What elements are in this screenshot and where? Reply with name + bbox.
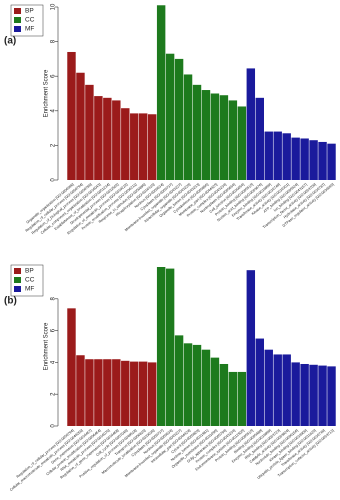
bar: [139, 113, 148, 180]
bar: [147, 362, 157, 426]
legend-label: BP: [25, 8, 34, 15]
bar: [291, 137, 300, 180]
bar: [282, 133, 291, 180]
legend-swatch: [14, 8, 21, 14]
bar: [156, 5, 166, 180]
y-tick-label: 4: [51, 108, 57, 112]
bar: [67, 308, 76, 426]
bar: [67, 51, 76, 181]
legend-label: CC: [25, 17, 35, 24]
legend-swatch: [14, 17, 21, 23]
y-tick-label: 2: [51, 143, 57, 147]
legend-label: CC: [25, 277, 35, 284]
bar: [255, 97, 264, 180]
bar: [201, 349, 211, 426]
legend-label: MF: [25, 26, 34, 33]
y-axis-label: Enrichment Score: [44, 322, 50, 370]
bar: [174, 335, 184, 426]
bar: [192, 344, 202, 426]
bar: [121, 360, 130, 426]
y-axis-label: Enrichment Score: [44, 69, 50, 117]
bar: [291, 362, 300, 426]
bar: [130, 113, 139, 180]
bar: [130, 361, 139, 426]
y-tick-label: 8: [51, 296, 57, 300]
legend-label: MF: [25, 286, 34, 293]
y-tick-label: 6: [51, 74, 57, 78]
bar: [219, 363, 229, 426]
bar: [165, 268, 175, 426]
bar: [94, 96, 103, 180]
bar: [300, 138, 309, 180]
bar: [237, 106, 247, 180]
bar: [183, 74, 193, 180]
legend-swatch: [14, 286, 21, 292]
legend-label: BP: [25, 268, 34, 275]
bar: [327, 366, 336, 426]
bar: [318, 365, 327, 426]
bar: [264, 131, 273, 180]
bar: [165, 53, 175, 180]
bar: [85, 84, 94, 180]
bar: [300, 363, 309, 426]
panel-label: (a): [4, 36, 16, 47]
y-tick-label: 8: [51, 39, 57, 43]
y-tick-label: 0: [51, 178, 57, 182]
panel-label: (b): [4, 296, 17, 307]
legend-box: [10, 264, 44, 297]
legend-swatch: [14, 277, 21, 283]
bar: [76, 72, 85, 180]
bar: [282, 354, 291, 426]
bar: [103, 97, 112, 180]
bar: [210, 357, 220, 426]
bar: [255, 338, 264, 426]
bar: [327, 143, 336, 180]
bar: [309, 364, 318, 426]
legend-box: [10, 4, 44, 37]
bar: [174, 58, 184, 180]
bar: [112, 359, 121, 426]
bar: [156, 267, 166, 426]
bar: [210, 93, 220, 180]
bar: [112, 100, 121, 180]
bar: [246, 68, 256, 180]
bar: [76, 355, 85, 426]
bar: [228, 100, 238, 180]
bar: [103, 359, 112, 426]
bar: [228, 371, 238, 426]
y-tick-label: 6: [51, 328, 57, 332]
bar: [273, 131, 282, 180]
bar: [183, 343, 193, 426]
bar: [273, 354, 282, 426]
bar: [219, 95, 229, 180]
bar: [85, 359, 94, 426]
bar: [246, 270, 256, 426]
y-tick-label: 10: [51, 3, 57, 10]
bar: [201, 90, 211, 180]
y-tick-label: 2: [51, 392, 57, 396]
bar: [139, 361, 148, 426]
legend-swatch: [14, 268, 21, 274]
bar: [192, 84, 202, 180]
bar: [237, 371, 247, 426]
bar: [318, 141, 327, 180]
y-tick-label: 0: [51, 424, 57, 428]
bar: [264, 349, 273, 426]
y-tick-label: 4: [51, 360, 57, 364]
bar: [121, 108, 130, 180]
bar: [94, 359, 103, 426]
bar: [147, 114, 157, 180]
legend-swatch: [14, 26, 21, 32]
bar: [309, 140, 318, 180]
